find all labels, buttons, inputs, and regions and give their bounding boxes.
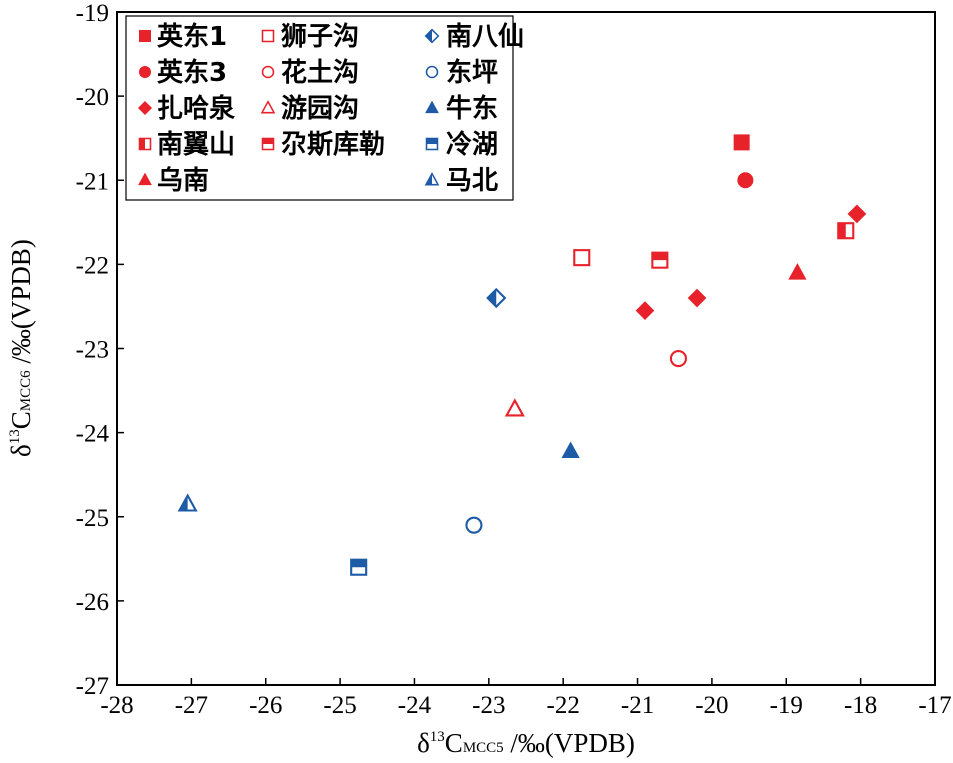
legend-label: 马北 — [446, 166, 498, 196]
x-tick-label: -22 — [547, 692, 580, 719]
legend-marker — [139, 66, 151, 78]
y-axis-ticks: -27 -26 -25 -24 -23 -22 -21 -20 -19 — [76, 0, 124, 700]
y-tick-label: -23 — [76, 337, 109, 364]
x-tick-label: -27 — [175, 692, 208, 719]
x-axis-ticks: -28 -27 -26 -25 -24 -23 -22 -21 -20 -19 -18 -17 — [100, 678, 952, 719]
legend-marker — [425, 137, 439, 151]
x-tick-label: -28 — [100, 692, 133, 719]
y-tick-label: -22 — [76, 252, 109, 279]
x-tick-label: -18 — [844, 692, 877, 719]
legend-marker — [138, 137, 152, 151]
data-point — [350, 558, 368, 576]
y-tick-label: -25 — [76, 505, 109, 532]
legend-label: 花土沟 — [281, 58, 359, 88]
data-point — [687, 288, 707, 308]
legend-marker — [425, 65, 439, 79]
data-point — [669, 350, 687, 368]
y-tick-label: -26 — [76, 589, 109, 616]
data-point — [573, 249, 591, 267]
data-point — [635, 301, 655, 320]
data-point — [486, 287, 507, 309]
legend-marker — [261, 65, 275, 79]
legend-label: 游园沟 — [281, 94, 359, 124]
legend-label: 东坪 — [446, 57, 498, 88]
y-tick-label: -21 — [76, 168, 109, 195]
legend-marker — [424, 172, 440, 186]
x-tick-label: -20 — [695, 692, 728, 719]
data-point — [177, 493, 198, 512]
y-tick-label: -19 — [76, 0, 109, 27]
y-axis-title: δ13CMCC6 /‰(VPDB) — [6, 239, 36, 457]
legend-marker — [137, 100, 153, 116]
legend-marker — [261, 137, 275, 151]
x-tick-label: -21 — [621, 692, 654, 719]
legend-marker — [425, 100, 439, 114]
x-axis-title: δ13CMCC5 /‰(VPDB) — [417, 728, 635, 758]
data-point — [788, 263, 807, 280]
legend-label: 尕斯库勒 — [281, 130, 385, 160]
data-point — [847, 204, 867, 224]
legend-marker — [260, 100, 276, 114]
x-tick-label: -26 — [249, 692, 282, 719]
legend-box — [125, 15, 514, 201]
x-tick-label: -19 — [770, 692, 803, 719]
legend-marker — [261, 29, 275, 43]
data-point — [651, 251, 669, 269]
data-point — [737, 172, 754, 189]
legend-label: 英东3 — [157, 57, 227, 88]
data-points — [177, 134, 867, 576]
legend-label: 狮子沟 — [281, 22, 359, 52]
legend-label: 南翼山 — [157, 130, 235, 160]
x-tick-label: -23 — [472, 692, 505, 719]
y-tick-label: -24 — [76, 421, 110, 448]
y-tick-label: -20 — [76, 84, 109, 111]
y-tick-label: -27 — [76, 673, 109, 700]
data-point — [733, 134, 750, 151]
legend-marker — [139, 30, 151, 42]
legend-label: 牛东 — [446, 93, 498, 124]
legend-label: 冷湖 — [446, 129, 498, 160]
legend-label: 南八仙 — [446, 22, 524, 52]
legend-marker — [424, 28, 440, 44]
legend-label: 扎哈泉 — [157, 93, 236, 124]
legend-label: 英东1 — [157, 21, 227, 52]
x-tick-label: -24 — [398, 692, 432, 719]
legend-label: 乌南 — [157, 165, 209, 196]
x-tick-label: -25 — [323, 692, 356, 719]
data-point — [465, 516, 483, 534]
data-point — [561, 441, 580, 459]
x-tick-label: -17 — [918, 692, 951, 719]
legend-marker — [138, 172, 152, 186]
data-point — [837, 222, 855, 240]
data-point — [504, 398, 525, 417]
